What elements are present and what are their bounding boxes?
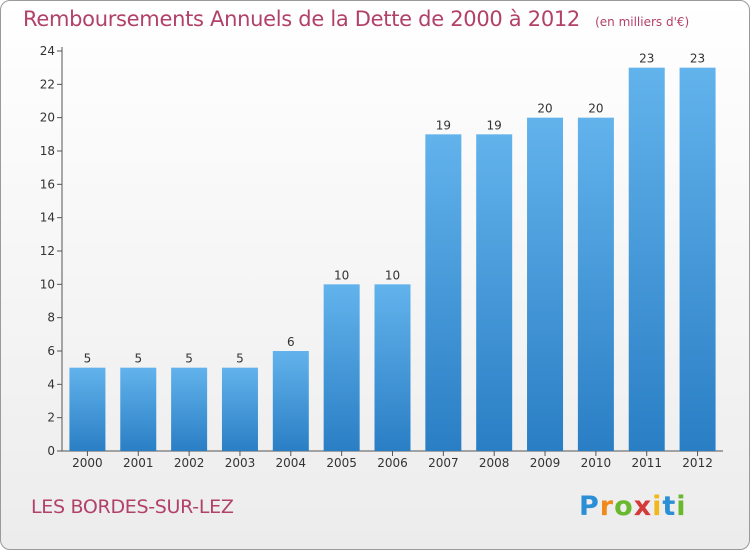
y-tick-label: 0 xyxy=(47,444,55,458)
x-tick-label: 2005 xyxy=(326,456,357,470)
bar-value-label: 10 xyxy=(334,268,349,282)
bar-value-label: 19 xyxy=(487,118,502,132)
x-tick-label: 2000 xyxy=(72,456,103,470)
chart-title: Remboursements Annuels de la Dette de 20… xyxy=(23,7,580,31)
logo-letter: o xyxy=(614,491,634,522)
y-tick-label: 12 xyxy=(40,244,55,258)
bar xyxy=(425,134,462,452)
x-tick-label: 2003 xyxy=(225,456,256,470)
bar xyxy=(171,367,208,451)
chart-subtitle: (en milliers d'€) xyxy=(595,15,690,29)
y-tick-label: 18 xyxy=(40,144,55,158)
x-tick-label: 2001 xyxy=(123,456,154,470)
bar xyxy=(679,67,716,452)
bar xyxy=(628,67,665,452)
x-tick-label: 2006 xyxy=(377,456,408,470)
x-tick-label: 2007 xyxy=(428,456,459,470)
y-tick-label: 22 xyxy=(40,77,55,91)
bar-value-label: 5 xyxy=(185,352,193,366)
logo-letter: P xyxy=(579,491,600,522)
bar xyxy=(323,284,360,451)
x-tick-label: 2004 xyxy=(276,456,307,470)
bar xyxy=(272,351,309,451)
bar-value-label: 19 xyxy=(436,118,451,132)
y-tick-label: 20 xyxy=(40,111,55,125)
logo-letter: r xyxy=(599,491,615,522)
bar xyxy=(221,367,258,451)
bar xyxy=(527,117,564,452)
bar-value-label: 10 xyxy=(385,268,400,282)
chart-title-block: Remboursements Annuels de la Dette de 20… xyxy=(23,7,689,31)
bar-value-label: 5 xyxy=(134,352,142,366)
y-tick-label: 4 xyxy=(47,377,55,391)
bar-value-label: 20 xyxy=(588,102,603,116)
y-tick-label: 10 xyxy=(40,277,55,291)
y-tick-label: 24 xyxy=(40,44,55,58)
y-tick-label: 2 xyxy=(47,411,55,425)
bar xyxy=(69,367,106,451)
y-tick-label: 8 xyxy=(47,311,55,325)
y-tick-label: 14 xyxy=(40,211,55,225)
logo-letter: i xyxy=(652,491,663,522)
y-tick-label: 6 xyxy=(47,344,55,358)
bar-value-label: 23 xyxy=(639,52,654,66)
bar xyxy=(374,284,411,451)
bar-value-label: 5 xyxy=(236,352,244,366)
x-tick-label: 2012 xyxy=(682,456,713,470)
commune-name: LES BORDES-SUR-LEZ xyxy=(31,496,234,518)
bar-value-label: 5 xyxy=(84,352,92,366)
logo-letter: i xyxy=(676,491,687,522)
bar-value-label: 20 xyxy=(537,102,552,116)
bar xyxy=(577,117,614,452)
bar xyxy=(476,134,513,452)
x-tick-label: 2009 xyxy=(530,456,561,470)
x-tick-label: 2011 xyxy=(631,456,662,470)
proxiti-logo: Proxiti xyxy=(579,491,687,522)
bar-value-label: 6 xyxy=(287,335,295,349)
y-tick-label: 16 xyxy=(40,177,55,191)
x-tick-label: 2010 xyxy=(581,456,612,470)
bar-value-label: 23 xyxy=(690,52,705,66)
logo-letter: x xyxy=(633,491,653,522)
x-tick-label: 2002 xyxy=(174,456,205,470)
bar xyxy=(120,367,157,451)
logo-letter: t xyxy=(662,491,677,522)
x-tick-label: 2008 xyxy=(479,456,510,470)
